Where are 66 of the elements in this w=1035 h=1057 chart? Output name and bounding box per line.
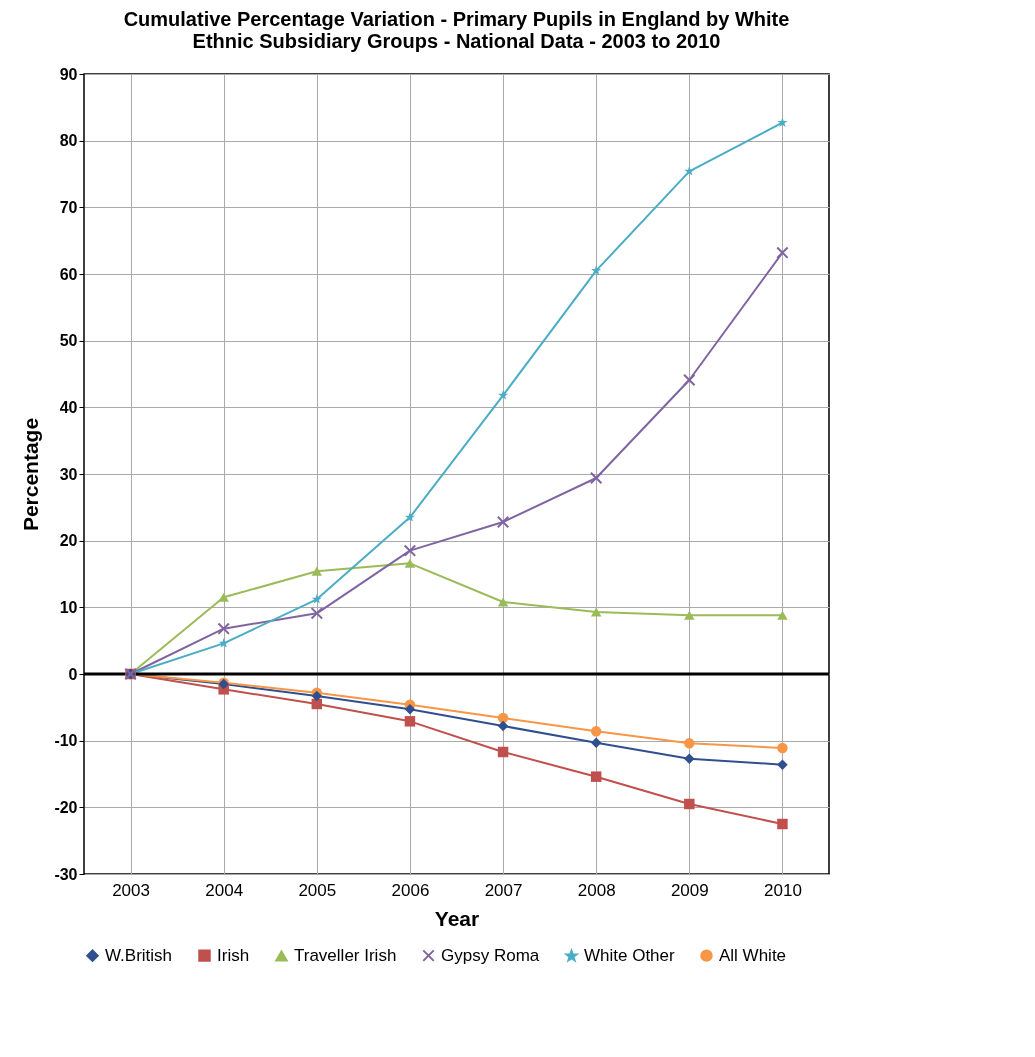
point	[404, 558, 416, 568]
point	[684, 166, 695, 176]
point	[498, 390, 509, 400]
point	[590, 737, 602, 748]
y-tick-label: 70	[59, 198, 78, 216]
point	[777, 610, 788, 620]
legend-label: All White	[719, 945, 787, 965]
point	[777, 742, 788, 754]
point	[776, 246, 789, 259]
y-tick-label: 90	[59, 65, 78, 83]
point	[684, 738, 695, 749]
y-tick-label: 30	[59, 465, 78, 483]
point	[404, 512, 415, 522]
x-tick-label: 2008	[577, 880, 616, 900]
y-tick-label: 80	[59, 132, 78, 150]
point	[777, 759, 788, 770]
y-tick-label: 10	[59, 598, 78, 616]
chart-title: Cumulative Percentage Variation - Primary Pupils in England by White Ethnic Subsidiary Groups - National Data - 2003 to 2010	[123, 8, 790, 52]
point	[404, 704, 416, 715]
legend-label: Irish	[217, 945, 250, 965]
point	[590, 607, 602, 617]
x-tick-label: 2007	[484, 880, 523, 900]
y-tick-label: -30	[54, 865, 78, 883]
point	[218, 592, 229, 602]
x-tick-label: 2010	[764, 880, 802, 900]
point	[590, 726, 602, 737]
point	[683, 373, 696, 387]
point	[218, 638, 229, 648]
point	[589, 471, 603, 485]
x-tick-label: 2004	[205, 880, 244, 900]
y-tick-label: 60	[59, 265, 78, 283]
point	[684, 610, 695, 620]
point	[404, 716, 416, 727]
point	[311, 594, 322, 604]
point	[497, 597, 509, 607]
y-tick-label: -20	[54, 798, 78, 816]
legend-label: W.British	[105, 945, 173, 965]
y-tick-label: 20	[59, 532, 78, 550]
point	[496, 515, 510, 529]
point	[311, 690, 323, 702]
y-tick-label: 40	[59, 398, 78, 416]
x-tick-label: 2009	[670, 880, 709, 900]
point	[777, 818, 788, 830]
point	[310, 607, 324, 620]
x-tick-label: 2005	[298, 880, 337, 900]
point	[591, 265, 602, 275]
x-tick-label: 2006	[391, 880, 430, 900]
point	[777, 117, 788, 127]
y-tick-label: -10	[54, 732, 78, 750]
point	[497, 712, 509, 724]
x-axis-title: Year	[434, 906, 480, 930]
point	[590, 771, 602, 782]
point	[497, 720, 509, 732]
y-tick-label: 0	[68, 665, 78, 683]
legend-label: White Other	[584, 946, 676, 966]
point	[684, 798, 695, 810]
point	[497, 746, 509, 758]
point	[403, 544, 417, 557]
y-axis-title: Percentage	[19, 417, 43, 532]
x-tick-label: 2003	[112, 880, 150, 900]
legend-label: Gypsy Roma	[441, 945, 540, 965]
legend-label: Traveller Irish	[294, 945, 397, 965]
y-tick-label: 50	[59, 332, 78, 350]
point	[684, 753, 695, 764]
point	[311, 566, 323, 576]
point	[217, 622, 230, 635]
